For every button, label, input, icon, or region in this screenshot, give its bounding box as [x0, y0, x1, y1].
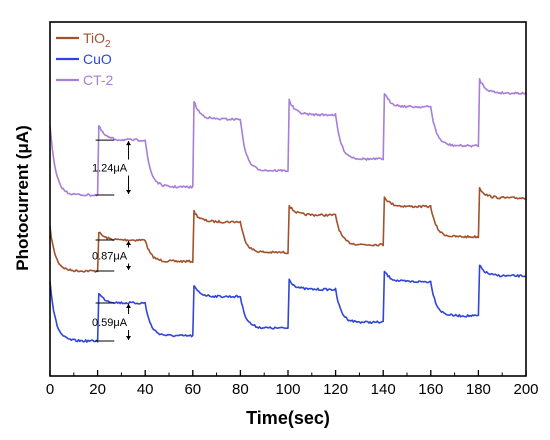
series-line-cuo — [49, 264, 527, 343]
legend-item-cuo: CuO — [56, 51, 112, 67]
annotation-tio2: 0.87μA — [92, 239, 132, 272]
x-tick-label: 80 — [232, 381, 249, 398]
series-line-tio2 — [49, 186, 527, 273]
x-axis-title: Time(sec) — [246, 408, 330, 428]
legend-label: TiO2 — [83, 30, 111, 50]
x-ticks: 0 20 40 60 80 100 120 140 160 180 200 — [46, 370, 539, 398]
x-tick-label: 0 — [46, 381, 54, 398]
x-tick-label: 60 — [184, 381, 201, 398]
legend-label: CT-2 — [83, 72, 114, 88]
series-line-ct-2 — [49, 78, 527, 197]
x-tick-label: 180 — [466, 381, 491, 398]
x-tick-label: 200 — [513, 381, 538, 398]
legend-item-tio2: TiO2 — [56, 30, 111, 50]
x-tick-label: 160 — [418, 381, 443, 398]
x-tick-label: 140 — [371, 381, 396, 398]
legend-item-ct-2: CT-2 — [56, 72, 114, 88]
x-tick-label: 20 — [89, 381, 106, 398]
annotation-ct-2: 1.24μA — [92, 139, 132, 196]
legend-label: CuO — [83, 51, 112, 67]
annotation-layer: 1.24μA 0.87μA 0.59μA — [92, 139, 132, 342]
x-tick-label: 40 — [137, 381, 154, 398]
series-layer — [49, 78, 527, 343]
x-tick-label: 120 — [323, 381, 348, 398]
x-tick-label: 100 — [275, 381, 300, 398]
annotation-label: 0.59μA — [92, 317, 128, 329]
annotation-cuo: 0.59μA — [92, 302, 132, 342]
annotation-label: 0.87μA — [92, 251, 128, 263]
y-axis-title: Photocurrent (μA) — [13, 125, 32, 270]
annotation-label: 1.24μA — [92, 163, 128, 175]
